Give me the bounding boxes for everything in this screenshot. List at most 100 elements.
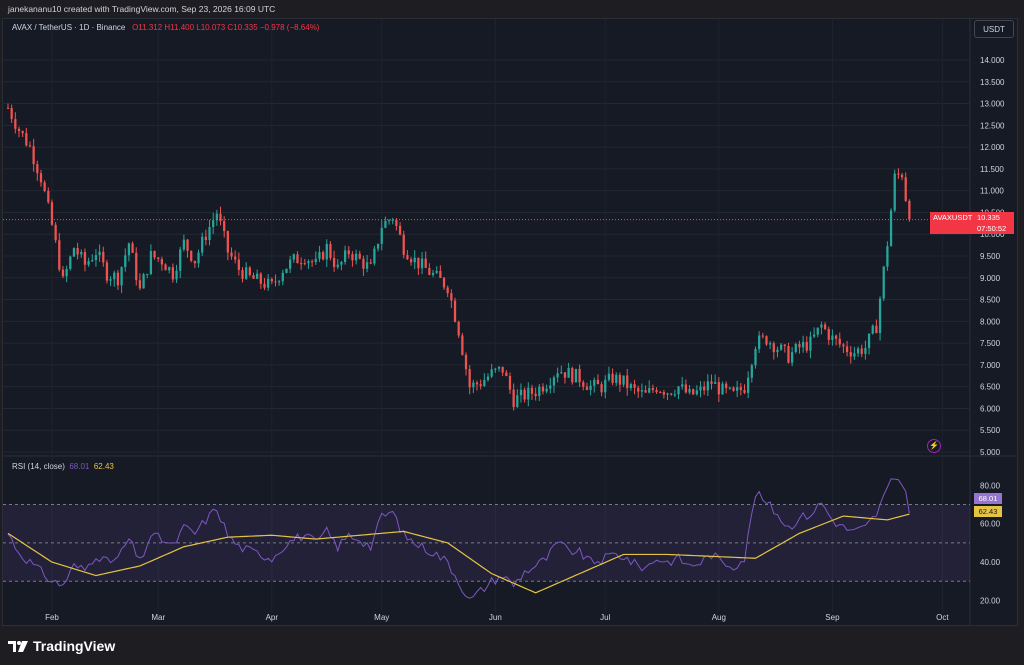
candle-body: [853, 353, 856, 357]
candle-body: [904, 177, 907, 201]
rsi-tick-label: 60.00: [980, 520, 1001, 529]
x-tick-label: Jun: [489, 613, 502, 622]
candle-body: [105, 262, 109, 281]
candle-body: [36, 164, 39, 174]
candle-body: [827, 328, 830, 340]
candle-body: [17, 128, 21, 132]
candle-body: [39, 173, 43, 183]
brand[interactable]: TradingView: [8, 638, 115, 654]
candle-body: [223, 221, 226, 232]
y-tick-label: 8.500: [980, 296, 1001, 305]
rsi-header: RSI (14, close) 68.01 62.43: [12, 462, 114, 471]
candle-body: [732, 387, 735, 391]
candle-body: [574, 368, 578, 383]
candle-body: [289, 259, 292, 269]
candle-body: [259, 273, 262, 284]
x-tick-label: May: [374, 613, 389, 622]
candle-body: [585, 386, 589, 390]
rsi-tick-label: 20.00: [980, 596, 1001, 605]
y-tick-label: 6.500: [980, 383, 1001, 392]
candle-body: [413, 257, 416, 263]
candle-body: [267, 278, 270, 288]
candle-body: [812, 334, 816, 337]
chart-frame[interactable]: [2, 18, 1018, 626]
candle-body: [325, 243, 328, 260]
candle-body: [193, 260, 197, 264]
candle-body: [138, 280, 142, 289]
candle-body: [94, 255, 98, 261]
rsi-tick-label: 80.00: [980, 481, 1001, 490]
candle-body: [607, 373, 611, 380]
candle-body: [292, 254, 295, 260]
rsi-line: [7, 478, 910, 599]
candle-body: [483, 380, 486, 387]
candle-body: [204, 236, 207, 241]
candle-body: [153, 250, 156, 258]
candle-body: [582, 382, 585, 387]
candle-body: [867, 333, 871, 348]
candle-body: [644, 390, 647, 393]
candle-body: [589, 385, 592, 390]
flash-icon[interactable]: ⚡: [927, 439, 941, 453]
candle-body: [303, 263, 306, 265]
candle-body: [856, 348, 860, 354]
x-tick-label: Feb: [45, 613, 59, 622]
candle-body: [314, 258, 317, 262]
candle-body: [201, 236, 204, 253]
candle-body: [109, 279, 112, 281]
candle-body: [179, 249, 182, 271]
y-tick-label: 5.000: [980, 448, 1001, 457]
x-tick-label: Apr: [266, 613, 279, 622]
candle-body: [710, 381, 713, 384]
candle-body: [25, 133, 28, 146]
ohlc-values: O11.312 H11.400 L10.073 C10.335 −0.978 (…: [132, 23, 320, 32]
candle-body: [157, 257, 160, 260]
candle-body: [384, 220, 387, 228]
rsi-ma-line: [7, 513, 910, 594]
candle-body: [10, 108, 13, 120]
candle-body: [823, 324, 827, 329]
candle-body: [552, 377, 556, 386]
candle-body: [604, 379, 607, 393]
candle-body: [281, 272, 284, 282]
candle-body: [629, 384, 633, 389]
candle-body: [563, 372, 567, 378]
y-tick-label: 9.000: [980, 274, 1001, 283]
candle-body: [248, 267, 251, 276]
candle-body: [538, 386, 541, 397]
candle-body: [83, 251, 87, 265]
price-tag-countdown: 07:50:52: [977, 224, 1007, 233]
rsi-value: 68.01: [69, 462, 90, 471]
y-tick-label: 12.000: [980, 143, 1005, 152]
candle-body: [486, 376, 490, 381]
candle-body: [567, 367, 570, 378]
candle-body: [171, 267, 175, 280]
candle-body: [362, 258, 365, 269]
candle-body: [428, 267, 431, 275]
candle-body: [834, 335, 838, 339]
candle-body: [615, 374, 618, 383]
candle-body: [124, 255, 127, 268]
rsi-ma-value: 62.43: [93, 462, 114, 471]
candle-body: [256, 273, 259, 279]
currency-button[interactable]: USDT: [974, 20, 1014, 38]
candle-body: [252, 275, 255, 279]
candle-body: [351, 254, 354, 261]
candle-body: [135, 252, 138, 281]
x-tick-label: Mar: [151, 613, 165, 622]
candle-body: [849, 352, 852, 357]
candle-body: [527, 387, 530, 400]
candle-body: [776, 349, 779, 353]
candle-body: [794, 343, 797, 353]
candle-body: [373, 248, 376, 264]
x-tick-label: Aug: [712, 613, 726, 622]
candle-body: [541, 386, 545, 392]
candle-body: [208, 226, 211, 241]
candle-body: [310, 261, 314, 263]
candle-body: [116, 272, 120, 286]
candle-body: [47, 190, 50, 203]
credit-text: janekananu10 created with TradingView.co…: [8, 4, 276, 14]
candle-body: [113, 272, 116, 280]
candle-body: [783, 344, 786, 347]
